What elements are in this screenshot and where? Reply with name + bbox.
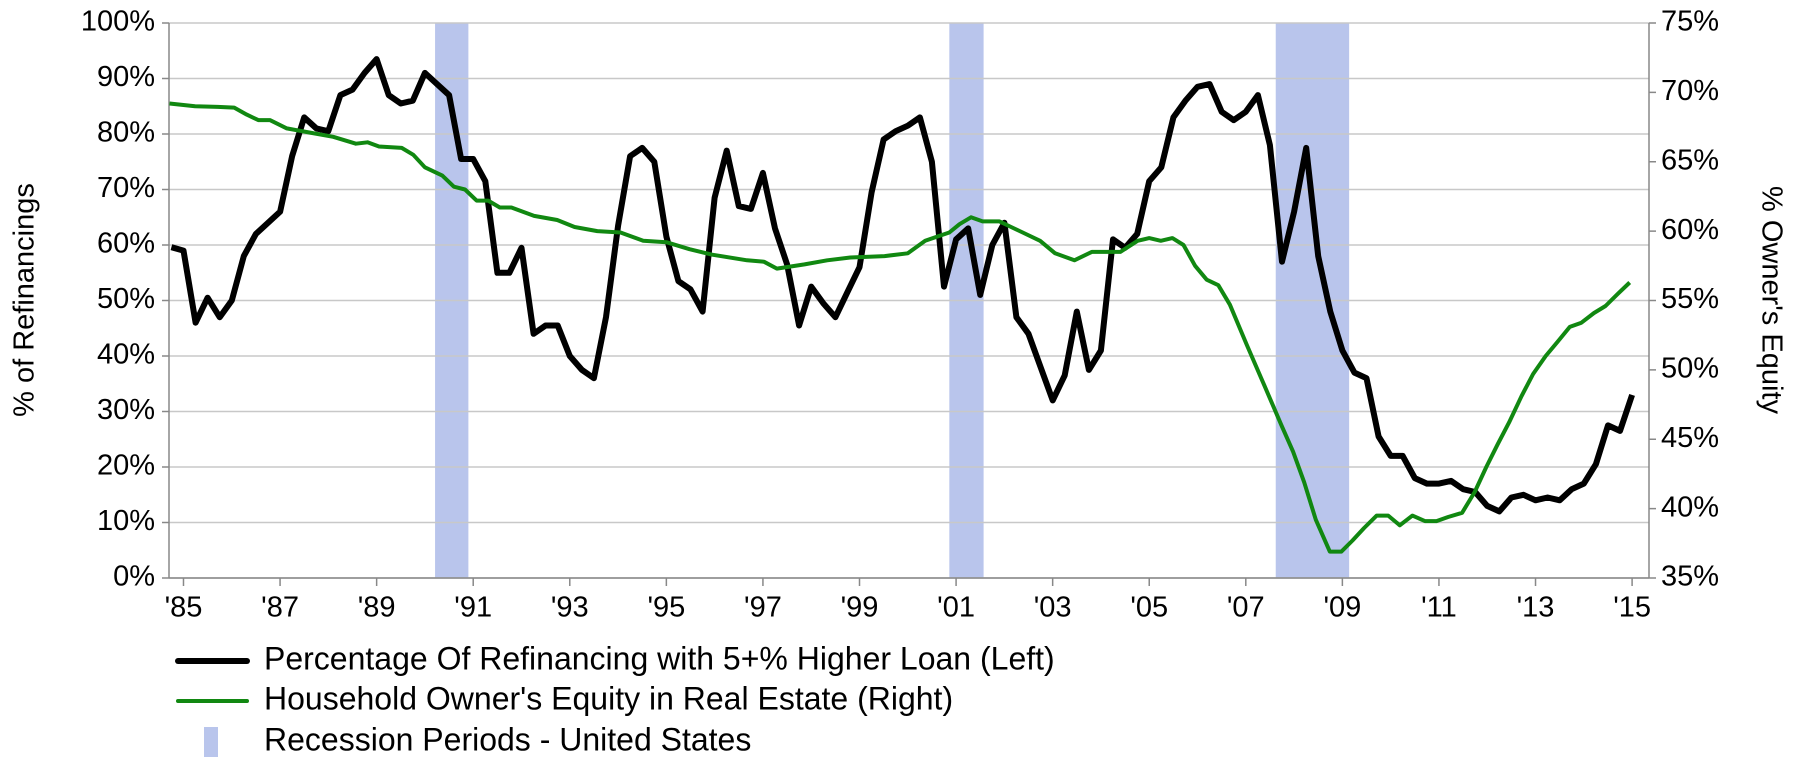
x-tick-label: '87 bbox=[261, 592, 299, 624]
y2-tick-label: 55% bbox=[1661, 283, 1719, 315]
x-tick-label: '95 bbox=[647, 592, 685, 624]
x-tick-label: '03 bbox=[1034, 592, 1072, 624]
x-tick-label: '89 bbox=[358, 592, 396, 624]
y2-tick-label: 75% bbox=[1661, 6, 1719, 38]
legend-label: Percentage Of Refinancing with 5+% Highe… bbox=[264, 640, 1055, 676]
y2-tick-label: 35% bbox=[1661, 561, 1719, 593]
y2-tick-label: 65% bbox=[1661, 144, 1719, 176]
y2-axis-label: % Owner's Equity bbox=[1755, 186, 1787, 414]
y-tick-label: 30% bbox=[97, 394, 155, 426]
x-tick-label: '97 bbox=[744, 592, 782, 624]
y-tick-label: 100% bbox=[81, 6, 155, 38]
y-tick-label: 20% bbox=[97, 450, 155, 482]
y2-tick-label: 70% bbox=[1661, 75, 1719, 107]
series-line bbox=[170, 56, 1635, 515]
legend-swatch bbox=[204, 727, 218, 757]
y-tick-label: 50% bbox=[97, 283, 155, 315]
x-tick-label: '85 bbox=[165, 592, 203, 624]
y2-tick-label: 40% bbox=[1661, 491, 1719, 523]
y-tick-label: 0% bbox=[113, 561, 155, 593]
y-tick-label: 90% bbox=[97, 61, 155, 93]
y-axis-label: % of Refinancings bbox=[9, 183, 41, 417]
y-tick-label: 60% bbox=[97, 228, 155, 260]
x-tick-label: '11 bbox=[1421, 592, 1457, 624]
x-tick-label: '01 bbox=[937, 592, 975, 624]
y-tick-label: 80% bbox=[97, 117, 155, 149]
legend-label: Household Owner's Equity in Real Estate … bbox=[264, 680, 953, 716]
legend-label: Recession Periods - United States bbox=[264, 721, 751, 757]
y2-tick-label: 60% bbox=[1661, 214, 1719, 246]
x-tick-label: '07 bbox=[1227, 592, 1265, 624]
y-tick-label: 40% bbox=[97, 339, 155, 371]
y-tick-label: 10% bbox=[97, 505, 155, 537]
x-tick-label: '99 bbox=[841, 592, 879, 624]
x-tick-label: '09 bbox=[1323, 592, 1361, 624]
y2-tick-label: 50% bbox=[1661, 353, 1719, 385]
y-tick-label: 70% bbox=[97, 172, 155, 204]
series-line bbox=[169, 101, 1632, 554]
x-tick-label: '13 bbox=[1517, 592, 1555, 624]
x-tick-label: '91 bbox=[454, 592, 492, 624]
x-tick-label: '93 bbox=[551, 592, 589, 624]
x-tick-label: '15 bbox=[1613, 592, 1651, 624]
y2-tick-label: 45% bbox=[1661, 422, 1719, 454]
x-tick-label: '05 bbox=[1130, 592, 1168, 624]
